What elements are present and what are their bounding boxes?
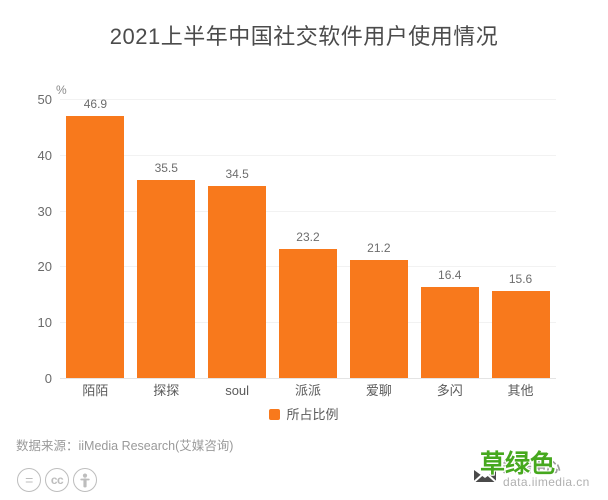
bar-value-label-其他: 15.6 — [508, 271, 533, 286]
bar-slot: 34.5 — [202, 99, 273, 378]
cc-by-person-icon — [73, 468, 97, 492]
x-tick-label-其他: 其他 — [507, 383, 534, 398]
gridline-40 — [60, 154, 556, 156]
iimedia-logo-icon — [472, 461, 498, 487]
bar-series-所占比例: 46.9 35.5 34.5 23.2 21.2 16.4 15.6 — [60, 97, 556, 378]
y-tick-label-20: 20 — [37, 259, 52, 275]
watermark-logo: 数据中心 data.iimedia.cn — [472, 460, 590, 488]
cc-nd-icon: = — [17, 468, 41, 492]
bar-chart: 0 10 20 30 40 50 % 46.9 35.5 34.5 23.2 21.2 16.4 15… — [0, 83, 608, 421]
bar-slot: 15.6 — [485, 99, 556, 378]
x-tick-label-派派: 派派 — [294, 383, 321, 398]
chart-legend: 所占比例 — [0, 408, 608, 421]
bar-爱聊[interactable] — [349, 259, 408, 378]
bar-slot: 23.2 — [273, 99, 344, 378]
page-title: 2021上半年中国社交软件用户使用情况 — [109, 24, 499, 49]
bar-value-label-soul: 34.5 — [225, 166, 249, 181]
y-axis: 0 10 20 30 40 50 — [37, 92, 52, 386]
gridline-30 — [60, 210, 556, 212]
bar-slot: 21.2 — [343, 99, 414, 378]
bar-value-label-爱聊: 21.2 — [367, 240, 391, 255]
watermark-en-text: data.iimedia.cn — [503, 475, 590, 489]
bar-value-label-陌陌: 46.9 — [83, 97, 108, 112]
bar-slot: 46.9 — [60, 97, 131, 378]
data-source-text: 数据来源：iiMedia Research(艾媒咨询) — [16, 439, 234, 453]
bar-多闪[interactable] — [420, 286, 479, 378]
bar-派派[interactable] — [278, 248, 337, 378]
y-tick-label-10: 10 — [37, 315, 52, 331]
cc-glyph: cc — [50, 473, 64, 487]
x-tick-label-陌陌: 陌陌 — [82, 383, 109, 398]
bar-value-label-探探: 35.5 — [154, 160, 178, 175]
x-axis: 陌陌 探探 soul 派派 爱聊 多闪 其他 — [60, 382, 556, 404]
bar-slot: 16.4 — [414, 99, 485, 378]
bar-value-label-多闪: 16.4 — [438, 267, 462, 282]
x-tick-label-soul: soul — [225, 383, 250, 398]
watermark-logo-text: 数据中心 data.iimedia.cn — [503, 460, 590, 488]
creative-commons-badges: = cc — [17, 468, 97, 492]
y-tick-label-0: 0 — [44, 371, 52, 386]
cc-nd-glyph: = — [25, 472, 33, 488]
legend-swatch-icon — [269, 409, 281, 420]
y-axis-unit-label: % — [56, 83, 67, 97]
gridline-0 — [60, 378, 556, 379]
bar-探探[interactable] — [137, 179, 196, 378]
watermark-green-text: 草绿色 — [480, 450, 556, 478]
cc-icon: cc — [45, 468, 69, 492]
x-tick-label-多闪: 多闪 — [436, 383, 463, 398]
watermark-cn-text: 数据中心 — [503, 459, 561, 475]
bar-value-label-派派: 23.2 — [296, 229, 320, 244]
bar-陌陌[interactable] — [66, 116, 125, 378]
person-figure-icon — [80, 473, 90, 487]
gridline-50 — [60, 99, 556, 100]
legend-label: 所占比例 — [286, 407, 339, 422]
x-tick-label-爱聊: 爱聊 — [365, 383, 392, 398]
y-tick-label-40: 40 — [37, 147, 52, 163]
bar-其他[interactable] — [491, 290, 550, 378]
bar-soul[interactable] — [208, 185, 267, 378]
watermark: 数据中心 data.iimedia.cn 草绿色 — [466, 452, 608, 500]
y-tick-label-30: 30 — [37, 203, 52, 219]
x-tick-label-探探: 探探 — [153, 383, 180, 398]
bar-slot: 35.5 — [131, 99, 202, 378]
y-tick-label-50: 50 — [37, 92, 52, 107]
